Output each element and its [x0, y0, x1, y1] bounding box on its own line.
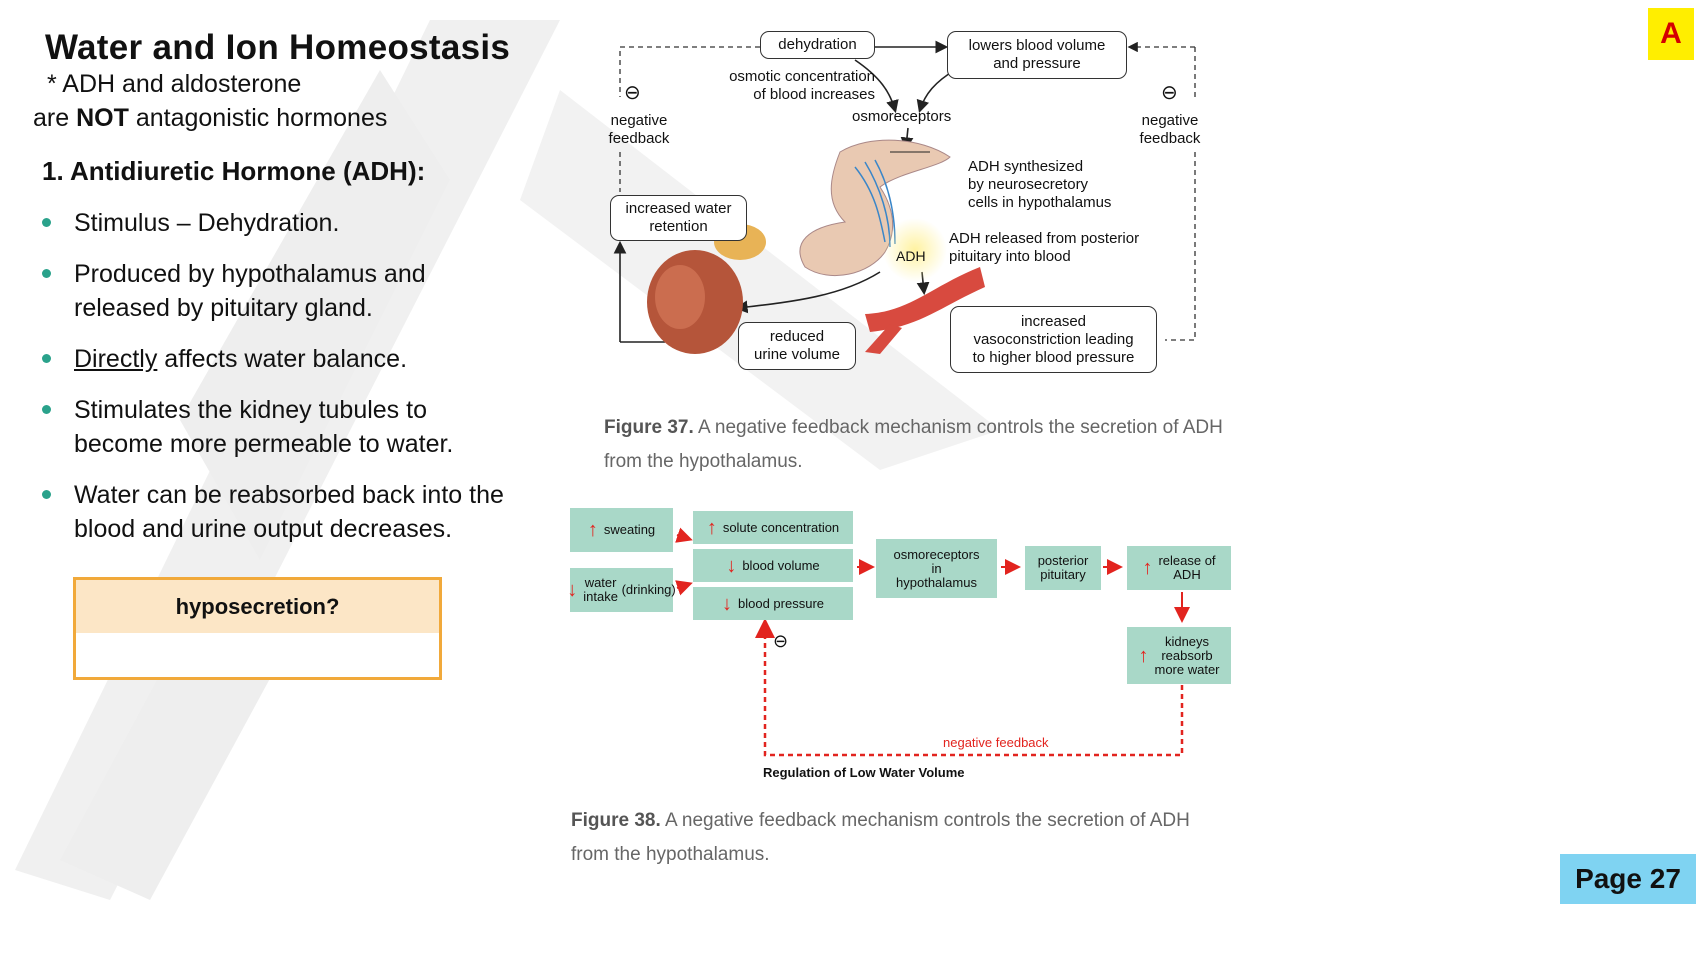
negative-feedback-right: negative feedback: [1139, 112, 1201, 147]
solute-concentration-box: ↑ solute concentration: [693, 511, 853, 544]
figure-37-caption: Figure 37. A negative feedback mechanism…: [604, 417, 1223, 472]
reduced-urine-box: reduced urine volume: [738, 322, 856, 370]
figure-37-diagram: dehydration lowers blood volume and press…: [590, 22, 1220, 382]
bullet-dot: [42, 354, 51, 363]
section-heading: 1. Antidiuretic Hormone (ADH):: [42, 156, 426, 186]
bullet-text: Stimulates the kidney tubules to become m…: [74, 396, 454, 458]
water-intake-box: ↓ water intake (drinking): [567, 568, 676, 612]
osmotic-label: osmotic concentration of blood increases: [729, 68, 875, 103]
minus-icon: ⊖: [773, 631, 789, 651]
up-arrow-icon: ↑: [1142, 557, 1153, 579]
release-adh-box: ↑ release of ADH: [1127, 546, 1231, 590]
osmoreceptors-box: osmoreceptors in hypothalamus: [876, 539, 997, 598]
down-arrow-icon: ↓: [722, 592, 732, 615]
minus-icon: ⊖: [1161, 82, 1178, 104]
figure-38-diagram: ↑ sweating ↓ water intake (drinking) ↑ solu…: [565, 505, 1245, 785]
figure-38-arrows: [675, 527, 1190, 757]
posterior-pituitary-box: posterior pituitary: [1025, 546, 1101, 590]
corner-badge: A: [1648, 8, 1694, 60]
bullet-text: Stimulus – Dehydration.: [74, 209, 340, 237]
kidneys-reabsorb-box: ↑ kidneys reabsorb more water: [1127, 627, 1231, 684]
bullet-text: Produced by hypothalamus and released by …: [74, 260, 426, 322]
negative-feedback-label: negative feedback: [943, 735, 1049, 750]
negative-feedback-left: negative feedback: [608, 112, 670, 147]
bullet-dot: [42, 405, 51, 414]
note-line-2: are NOT antagonistic hormones: [33, 104, 388, 132]
figure-38-caption: Figure 38. A negative feedback mechanism…: [571, 810, 1190, 865]
down-arrow-icon: ↓: [726, 554, 737, 577]
bullet-text: Directly affects water balance.: [74, 345, 408, 373]
figure-37-art: [613, 40, 1196, 354]
bullet-dot: [42, 269, 51, 278]
adh-synthesized-label: ADH synthesized by neurosecretory cells in…: [968, 158, 1112, 211]
down-arrow-icon: ↓: [567, 579, 578, 601]
lowers-blood-box: lowers blood volume and pressure: [947, 31, 1127, 79]
up-arrow-icon: ↑: [587, 519, 598, 541]
note-line-1: * ADH and aldosterone: [47, 70, 302, 98]
bullet-dot: [42, 490, 51, 499]
osmoreceptors-label: osmoreceptors: [852, 108, 952, 125]
blood-pressure-box: ↓ blood pressure: [693, 587, 853, 620]
page-number-badge: Page 27: [1560, 854, 1696, 904]
up-arrow-icon: ↑: [706, 516, 717, 539]
diagram-title: Regulation of Low Water Volume: [763, 765, 965, 780]
adh-released-label: ADH released from posterior pituitary int…: [949, 230, 1140, 265]
bullet-text: Water can be reabsorbed back into the blo…: [74, 481, 504, 543]
adh-label: ADH: [896, 248, 926, 264]
sweating-box: ↑ sweating: [570, 508, 673, 552]
increased-water-box: increased water retention: [610, 195, 747, 241]
page-title: Water and Ion Homeostasis: [45, 28, 511, 67]
bullet-dot: [42, 218, 51, 227]
minus-icon: ⊖: [624, 82, 641, 104]
hyposecretion-title: hyposecretion?: [76, 580, 439, 633]
blood-volume-box: ↓ blood volume: [693, 549, 853, 582]
up-arrow-icon: ↑: [1138, 644, 1149, 667]
hyposecretion-box: hyposecretion?: [73, 577, 442, 680]
vasoconstriction-box: increased vasoconstriction leading to high…: [950, 306, 1157, 373]
dehydration-box: dehydration: [760, 31, 875, 59]
